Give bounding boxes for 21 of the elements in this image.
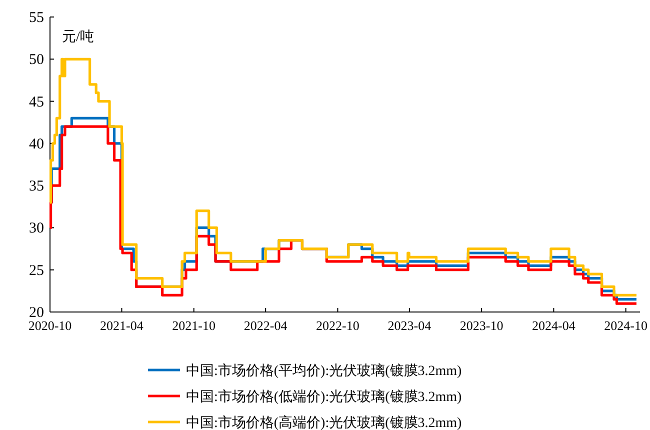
y-tick-label: 30 [29, 220, 44, 237]
y-tick-label: 25 [29, 262, 44, 279]
x-tick-label: 2023-10 [460, 318, 504, 333]
x-tick-label: 2021-10 [172, 318, 216, 333]
x-tick-label: 2024-10 [604, 318, 648, 333]
legend-label: 中国:市场价格(低端价):光伏玻璃(镀膜3.2mm) [186, 389, 462, 405]
y-tick-label: 55 [29, 10, 44, 26]
x-tick-label: 2024-04 [532, 318, 576, 333]
y-tick-label: 20 [29, 305, 44, 321]
x-tick-label: 2022-04 [244, 318, 288, 333]
y-tick-label: 35 [29, 178, 44, 195]
x-tick-label: 2022-10 [316, 318, 360, 333]
y-axis-title: 元/吨 [62, 29, 94, 45]
x-tick-label: 2021-04 [100, 318, 144, 333]
legend-label: 中国:市场价格(平均价):光伏玻璃(镀膜3.2mm) [186, 363, 462, 379]
x-tick-label: 2020-10 [28, 318, 72, 333]
legend-label: 中国:市场价格(高端价):光伏玻璃(镀膜3.2mm) [186, 415, 462, 430]
y-tick-label: 40 [29, 136, 44, 152]
y-tick-label: 50 [29, 52, 44, 68]
x-tick-label: 2023-04 [388, 318, 432, 333]
y-tick-label: 45 [29, 94, 44, 110]
